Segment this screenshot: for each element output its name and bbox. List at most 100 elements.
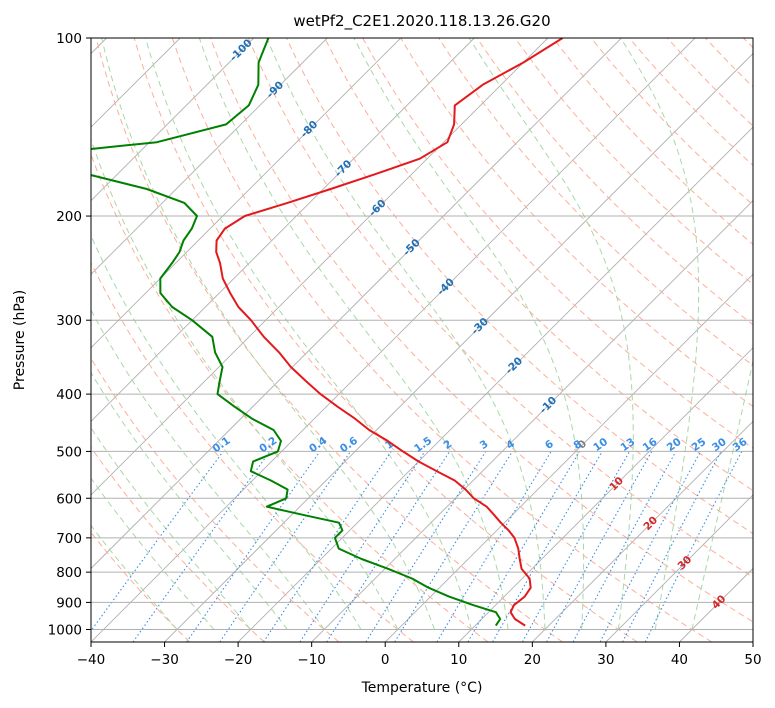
x-tick-label: 20 [524,652,541,668]
mixing-ratio-label: 4 [504,438,517,452]
moist-adiabat-line [91,309,325,630]
mixing-ratio-line [219,451,352,642]
moist-adiabat-line [468,38,634,630]
x-tick-label: 40 [671,652,688,668]
sounding-series [91,38,564,627]
dry-adiabat-lines [91,38,753,642]
isotherm-line [164,52,753,642]
y-tick-label: 800 [56,565,82,581]
y-tick-label: 600 [56,491,82,507]
mixing-ratio-line [186,451,321,642]
mixing-ratio-line [644,451,743,642]
dry-adiabat-line [590,38,753,206]
mixing-ratio-label: 6 [543,438,556,452]
chart-title: wetPf2_C2E1.2020.118.13.26.G20 [293,12,550,31]
dry-adiabat-line [95,38,563,642]
dry-adiabat-line [438,38,753,366]
x-axis-label: Temperature (°C) [361,680,483,696]
y-tick-label: 500 [56,444,82,460]
plot-area: -100-90-80-70-60-50-40-30-20-10010203040… [91,38,753,642]
y-tick-label: 300 [56,313,82,329]
y-axis-label: Pressure (hPa) [12,290,28,390]
temperature-line [215,38,564,627]
x-tick-label: 10 [450,652,467,668]
isotherm-line [91,38,254,202]
moist-adiabat-line [91,524,178,630]
mixing-ratio-label: 0.6 [338,435,360,456]
y-axis-ticks: 1000 900 800 700 600 500 400 300 200 100 [48,31,91,638]
moist-adiabat-line [91,371,288,630]
dry-adiabat-line [91,261,414,642]
mixing-ratio-label: 2 [442,438,455,452]
mixing-ratio-line [132,451,271,642]
dry-adiabat-line [133,38,638,642]
moist-adiabat-line [691,358,753,630]
isotherm-line [458,347,753,642]
dry-adiabat-line [286,38,753,535]
isotherm-line [605,494,753,642]
x-tick-label: −10 [297,652,326,668]
moist-adiabat-line [620,38,700,630]
isotherm-line [532,420,753,642]
isotherm-lines [91,38,753,642]
mixing-ratio-label: 0.4 [307,435,329,456]
dry-adiabat-line [91,531,191,642]
isotherm-line [91,38,475,422]
y-tick-label: 900 [56,595,82,611]
moist-adiabat-line [91,477,215,630]
mixing-ratio-line [546,451,653,642]
dry-adiabat-line [552,38,753,245]
x-tick-label: −20 [224,652,253,668]
mixing-ratio-labels: 0.1 0.2 0.4 0.6 1 1.5 2 3 4 6 8 10 13 16 20 25 30 36 [210,435,749,456]
dry-adiabat-line [209,38,753,623]
moist-adiabat-line [91,427,251,630]
x-axis-ticks: −40 −30 −20 −10 0 10 20 30 40 50 [77,642,762,668]
mixing-ratio-line [522,451,631,642]
mixing-ratio-lines [91,451,743,642]
isotherm-line [237,126,753,642]
moist-adiabat-lines [91,38,753,630]
mixing-ratio-line [91,451,224,632]
mixing-ratio-line [365,451,487,642]
y-tick-label: 400 [56,387,82,403]
dry-adiabat-line [324,38,753,492]
x-tick-label: −30 [150,652,179,668]
mixing-ratio-label: 1.5 [412,435,434,456]
moist-adiabat-line [91,234,362,630]
dry-adiabat-line [743,38,753,49]
dry-adiabat-line [666,38,753,127]
y-tick-label: 100 [56,31,82,47]
moist-adiabat-line [101,38,435,630]
moist-adiabat-line [145,38,472,630]
mixing-ratio-line [263,451,392,642]
dry-adiabat-line [247,38,753,578]
dry-adiabat-line [704,38,753,88]
plot-frame [90,37,754,643]
mixing-ratio-line [326,451,451,642]
isotherm-line [91,38,696,642]
y-tick-label: 200 [56,209,82,225]
x-tick-label: 0 [381,652,390,668]
dewpoint-line [91,38,502,627]
moist-adiabat-line [91,137,399,630]
mixing-ratio-label: 0.1 [210,435,232,456]
isotherm-line [91,38,622,570]
isotherm-line [91,38,328,275]
mixing-ratio-line [572,451,677,642]
pressure-grid-lines [91,38,753,630]
isotherm-line [752,641,753,642]
x-tick-label: 30 [597,652,614,668]
moist-adiabat-line [353,38,585,630]
isotherm-line [384,273,753,642]
dry-adiabat-line [514,38,753,285]
isotherm-line [91,38,402,349]
x-tick-label: 50 [744,652,761,668]
dry-adiabat-line [91,446,265,642]
dry-adiabat-line [171,38,713,642]
moist-adiabat-line [198,38,509,630]
dry-adiabat-line [91,153,489,642]
mixing-ratio-label: 3 [478,438,491,452]
isotherm-line [679,567,753,642]
